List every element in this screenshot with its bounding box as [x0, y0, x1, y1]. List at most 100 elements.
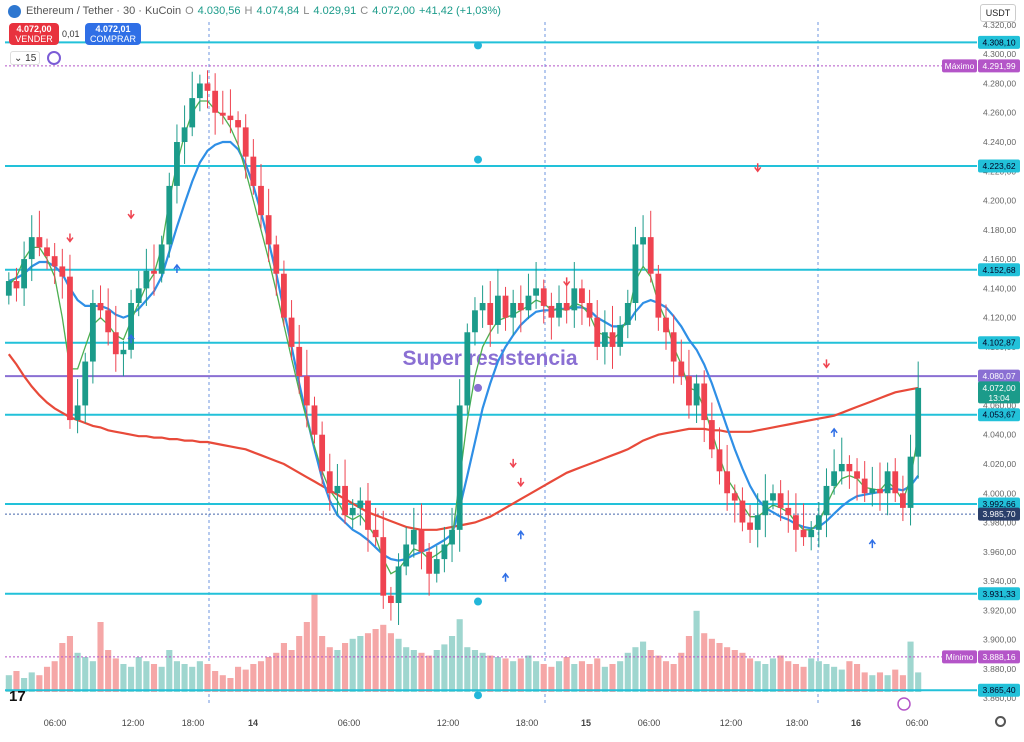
candle-body[interactable]	[89, 302, 96, 362]
candle-body[interactable]	[120, 349, 127, 355]
gear-icon[interactable]	[995, 716, 1006, 727]
candle-body[interactable]	[548, 305, 555, 318]
candle-body[interactable]	[426, 551, 433, 574]
candle-body[interactable]	[494, 295, 501, 325]
candle-body[interactable]	[785, 507, 792, 516]
candle-body[interactable]	[326, 471, 333, 494]
indicator-refresh-icon[interactable]	[47, 51, 61, 65]
candle-body[interactable]	[808, 529, 815, 538]
candle-body[interactable]	[533, 288, 539, 296]
candle-body[interactable]	[403, 544, 410, 567]
candle-body[interactable]	[815, 515, 822, 530]
candle-body[interactable]	[571, 288, 578, 311]
candle-body[interactable]	[380, 537, 387, 596]
candle-body[interactable]	[487, 302, 494, 325]
candle-body[interactable]	[838, 463, 845, 472]
event-marker-icon[interactable]	[474, 597, 482, 606]
candle-body[interactable]	[235, 120, 241, 128]
event-marker-icon[interactable]	[474, 41, 482, 50]
candle-body[interactable]	[647, 237, 654, 274]
candle-body[interactable]	[540, 288, 547, 306]
candle-body[interactable]	[892, 471, 899, 494]
candle-body[interactable]	[640, 237, 646, 245]
candle-body[interactable]	[372, 529, 379, 538]
candle-body[interactable]	[21, 259, 28, 289]
candle-body[interactable]	[861, 478, 868, 494]
candle-body[interactable]	[907, 456, 914, 508]
candle-body[interactable]	[701, 383, 708, 421]
candle-body[interactable]	[196, 83, 203, 99]
candle-body[interactable]	[693, 383, 700, 406]
event-marker-icon[interactable]	[474, 383, 482, 392]
candle-body[interactable]	[510, 302, 517, 318]
candle-body[interactable]	[556, 302, 562, 318]
candle-body[interactable]	[663, 317, 669, 333]
candle-body[interactable]	[762, 500, 769, 516]
candle-body[interactable]	[793, 515, 799, 530]
candle-body[interactable]	[143, 270, 150, 289]
event-marker-icon[interactable]	[474, 155, 482, 164]
candle-body[interactable]	[258, 185, 264, 216]
candle-body[interactable]	[884, 471, 891, 494]
candle-body[interactable]	[441, 544, 448, 560]
candle-body[interactable]	[36, 237, 43, 248]
buy-button[interactable]: 4.072,01 COMPRAR	[85, 23, 141, 45]
candle-body[interactable]	[158, 244, 165, 274]
candle-body[interactable]	[846, 463, 853, 472]
candle-body[interactable]	[479, 302, 486, 311]
alert-lightning-icon[interactable]	[897, 697, 911, 711]
candle-body[interactable]	[563, 302, 570, 311]
candle-body[interactable]	[181, 127, 188, 143]
candle-body[interactable]	[770, 493, 776, 501]
candle-body[interactable]	[288, 317, 295, 347]
candle-body[interactable]	[166, 185, 173, 245]
sell-button[interactable]: 4.072,00 VENDER	[9, 23, 59, 45]
candle-body[interactable]	[13, 281, 20, 289]
candle-body[interactable]	[219, 112, 226, 116]
candle-body[interactable]	[349, 507, 356, 516]
candle-body[interactable]	[915, 387, 922, 457]
candle-body[interactable]	[724, 471, 731, 494]
candle-body[interactable]	[189, 98, 196, 128]
currency-selector[interactable]: USDT	[980, 4, 1016, 22]
candle-body[interactable]	[609, 332, 616, 347]
candle-body[interactable]	[624, 302, 631, 325]
candle-body[interactable]	[151, 270, 157, 274]
candle-body[interactable]	[716, 449, 723, 472]
candle-body[interactable]	[831, 471, 838, 486]
candle-body[interactable]	[854, 471, 860, 479]
candle-body[interactable]	[97, 302, 104, 311]
candle-body[interactable]	[594, 317, 601, 347]
candle-body[interactable]	[296, 346, 303, 377]
candle-body[interactable]	[303, 376, 310, 406]
candle-body[interactable]	[601, 332, 608, 347]
candle-body[interactable]	[686, 376, 692, 406]
candle-body[interactable]	[464, 332, 471, 406]
candle-body[interactable]	[395, 566, 402, 604]
candle-body[interactable]	[334, 485, 341, 494]
candle-body[interactable]	[365, 500, 371, 530]
candle-body[interactable]	[281, 273, 287, 318]
candle-body[interactable]	[319, 434, 326, 472]
candle-body[interactable]	[655, 273, 662, 318]
candle-body[interactable]	[418, 529, 425, 552]
candle-body[interactable]	[823, 485, 830, 516]
candle-body[interactable]	[105, 310, 112, 333]
candle-body[interactable]	[44, 247, 50, 257]
candle-body[interactable]	[670, 332, 677, 362]
candle-body[interactable]	[708, 420, 715, 450]
tradingview-logo-icon[interactable]: 17	[9, 688, 26, 705]
candle-body[interactable]	[877, 488, 883, 494]
candle-body[interactable]	[517, 302, 524, 311]
candle-body[interactable]	[678, 361, 685, 377]
candle-body[interactable]	[899, 493, 906, 508]
candle-body[interactable]	[265, 215, 272, 245]
candle-body[interactable]	[212, 90, 219, 113]
candle-body[interactable]	[204, 83, 211, 91]
candle-body[interactable]	[525, 295, 532, 311]
candle-body[interactable]	[579, 288, 585, 303]
candle-body[interactable]	[388, 595, 394, 604]
candle-body[interactable]	[632, 244, 639, 303]
candle-body[interactable]	[227, 115, 234, 121]
